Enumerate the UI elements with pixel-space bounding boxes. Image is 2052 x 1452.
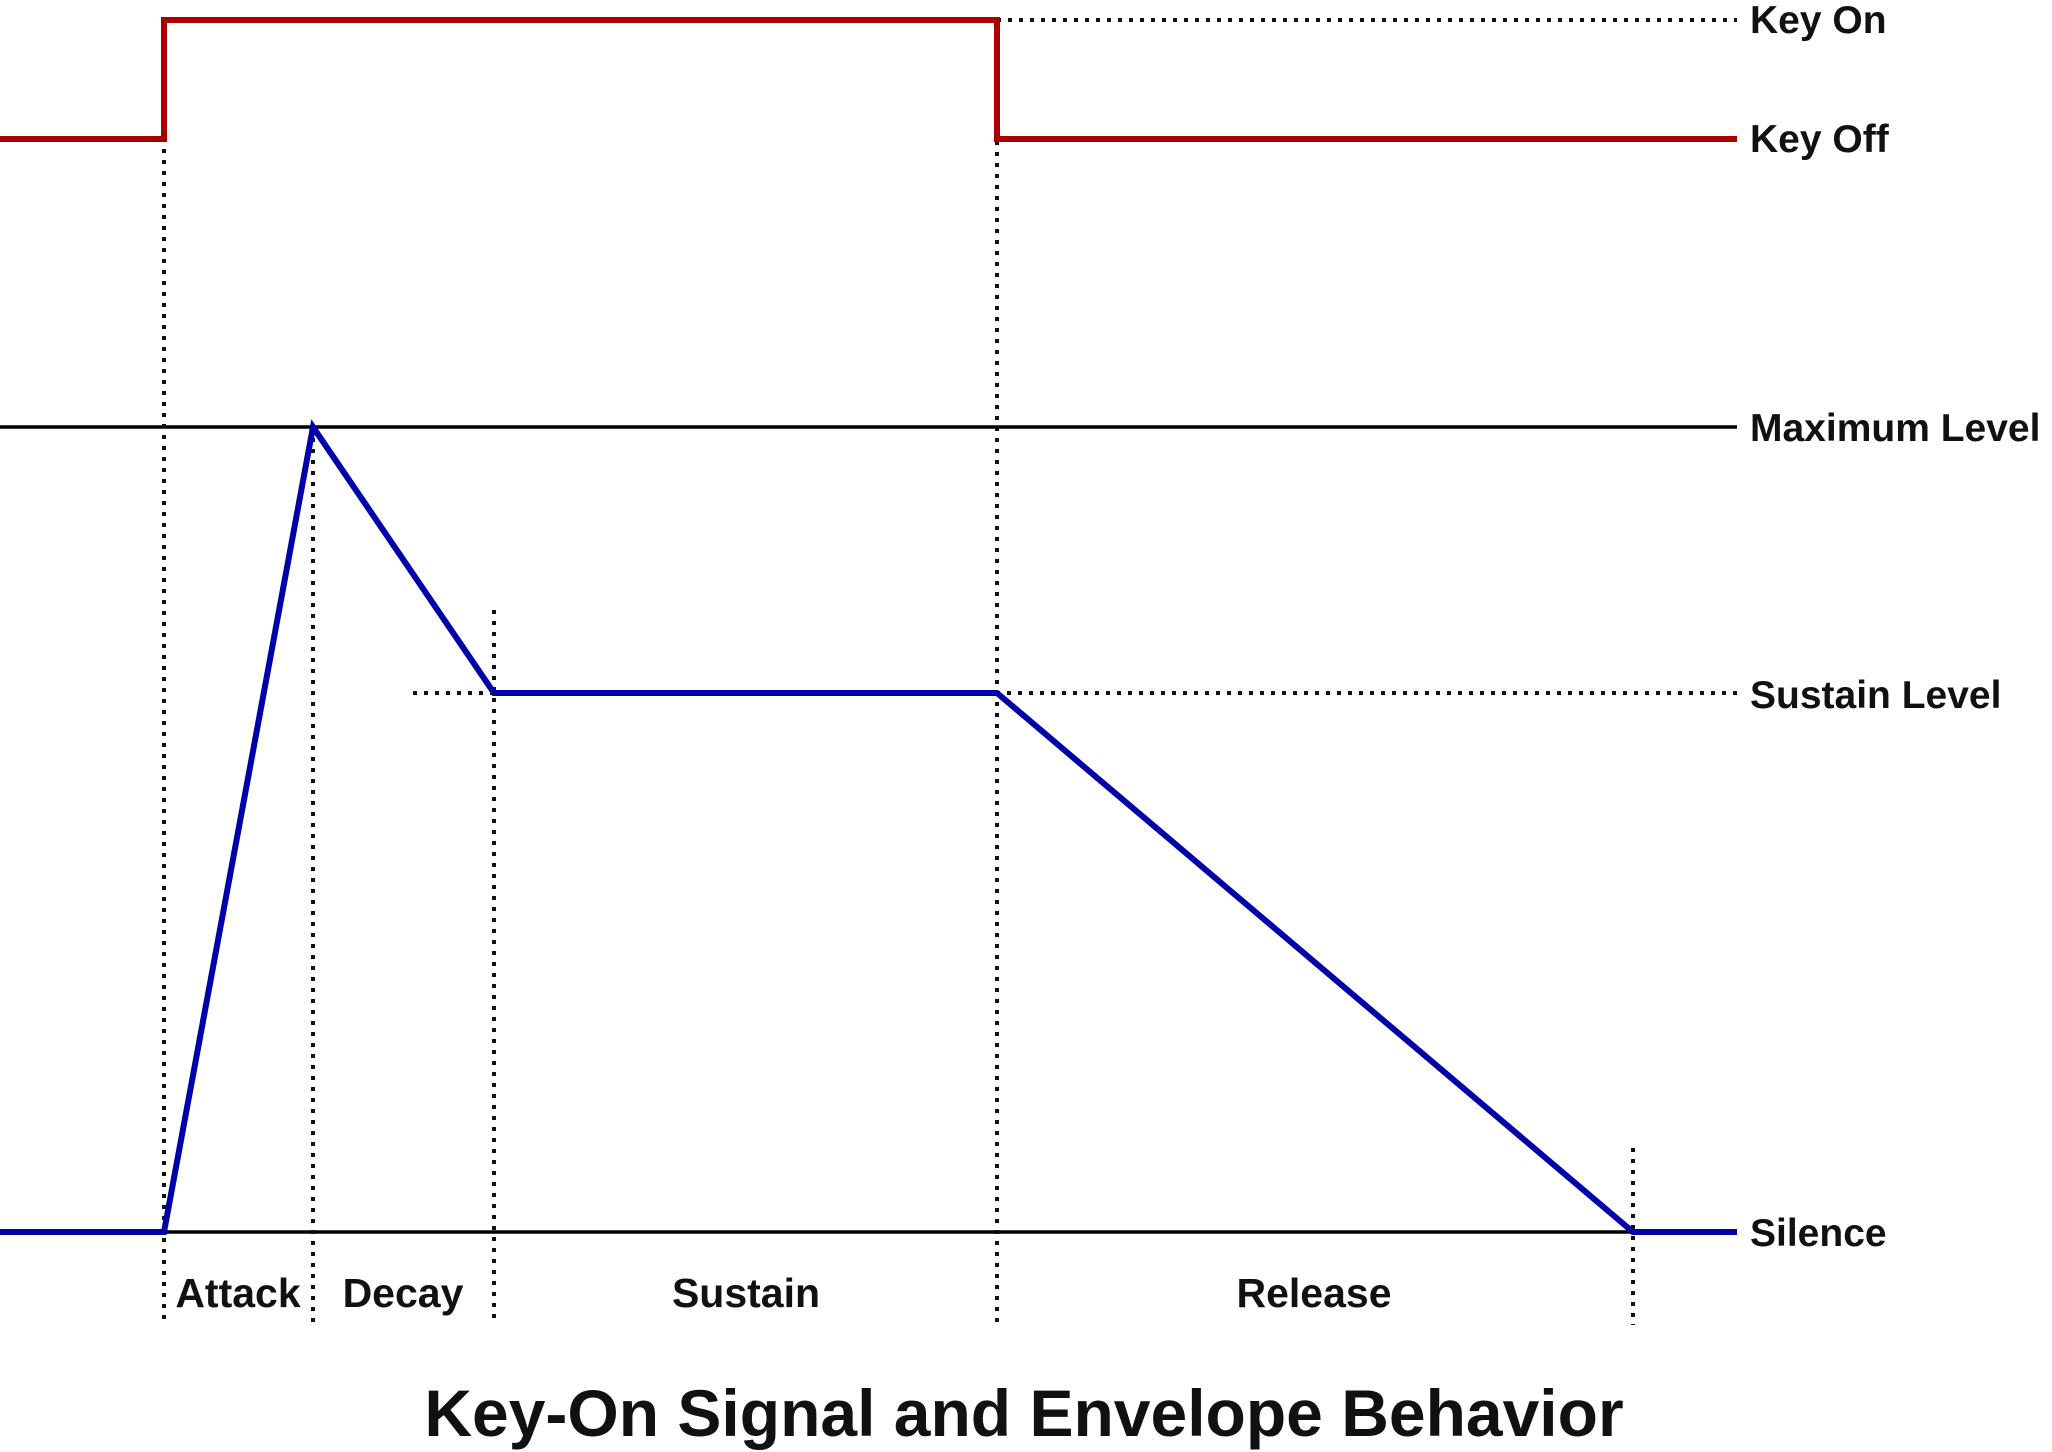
- key-on-label: Key On: [1750, 0, 1887, 42]
- key-off-label: Key Off: [1750, 118, 1890, 161]
- sustain-phase-label: Sustain: [672, 1270, 820, 1316]
- release-phase-label: Release: [1236, 1270, 1391, 1316]
- diagram-title: Key-On Signal and Envelope Behavior: [424, 1376, 1623, 1450]
- decay-phase-label: Decay: [343, 1270, 464, 1316]
- key-signal-line: [0, 17, 1737, 142]
- sustain-level-label: Sustain Level: [1750, 674, 2001, 717]
- attack-phase-label: Attack: [175, 1270, 301, 1316]
- envelope-line: [0, 419, 1737, 1235]
- maximum-level-label: Maximum Level: [1750, 407, 2040, 450]
- silence-label: Silence: [1750, 1212, 1887, 1255]
